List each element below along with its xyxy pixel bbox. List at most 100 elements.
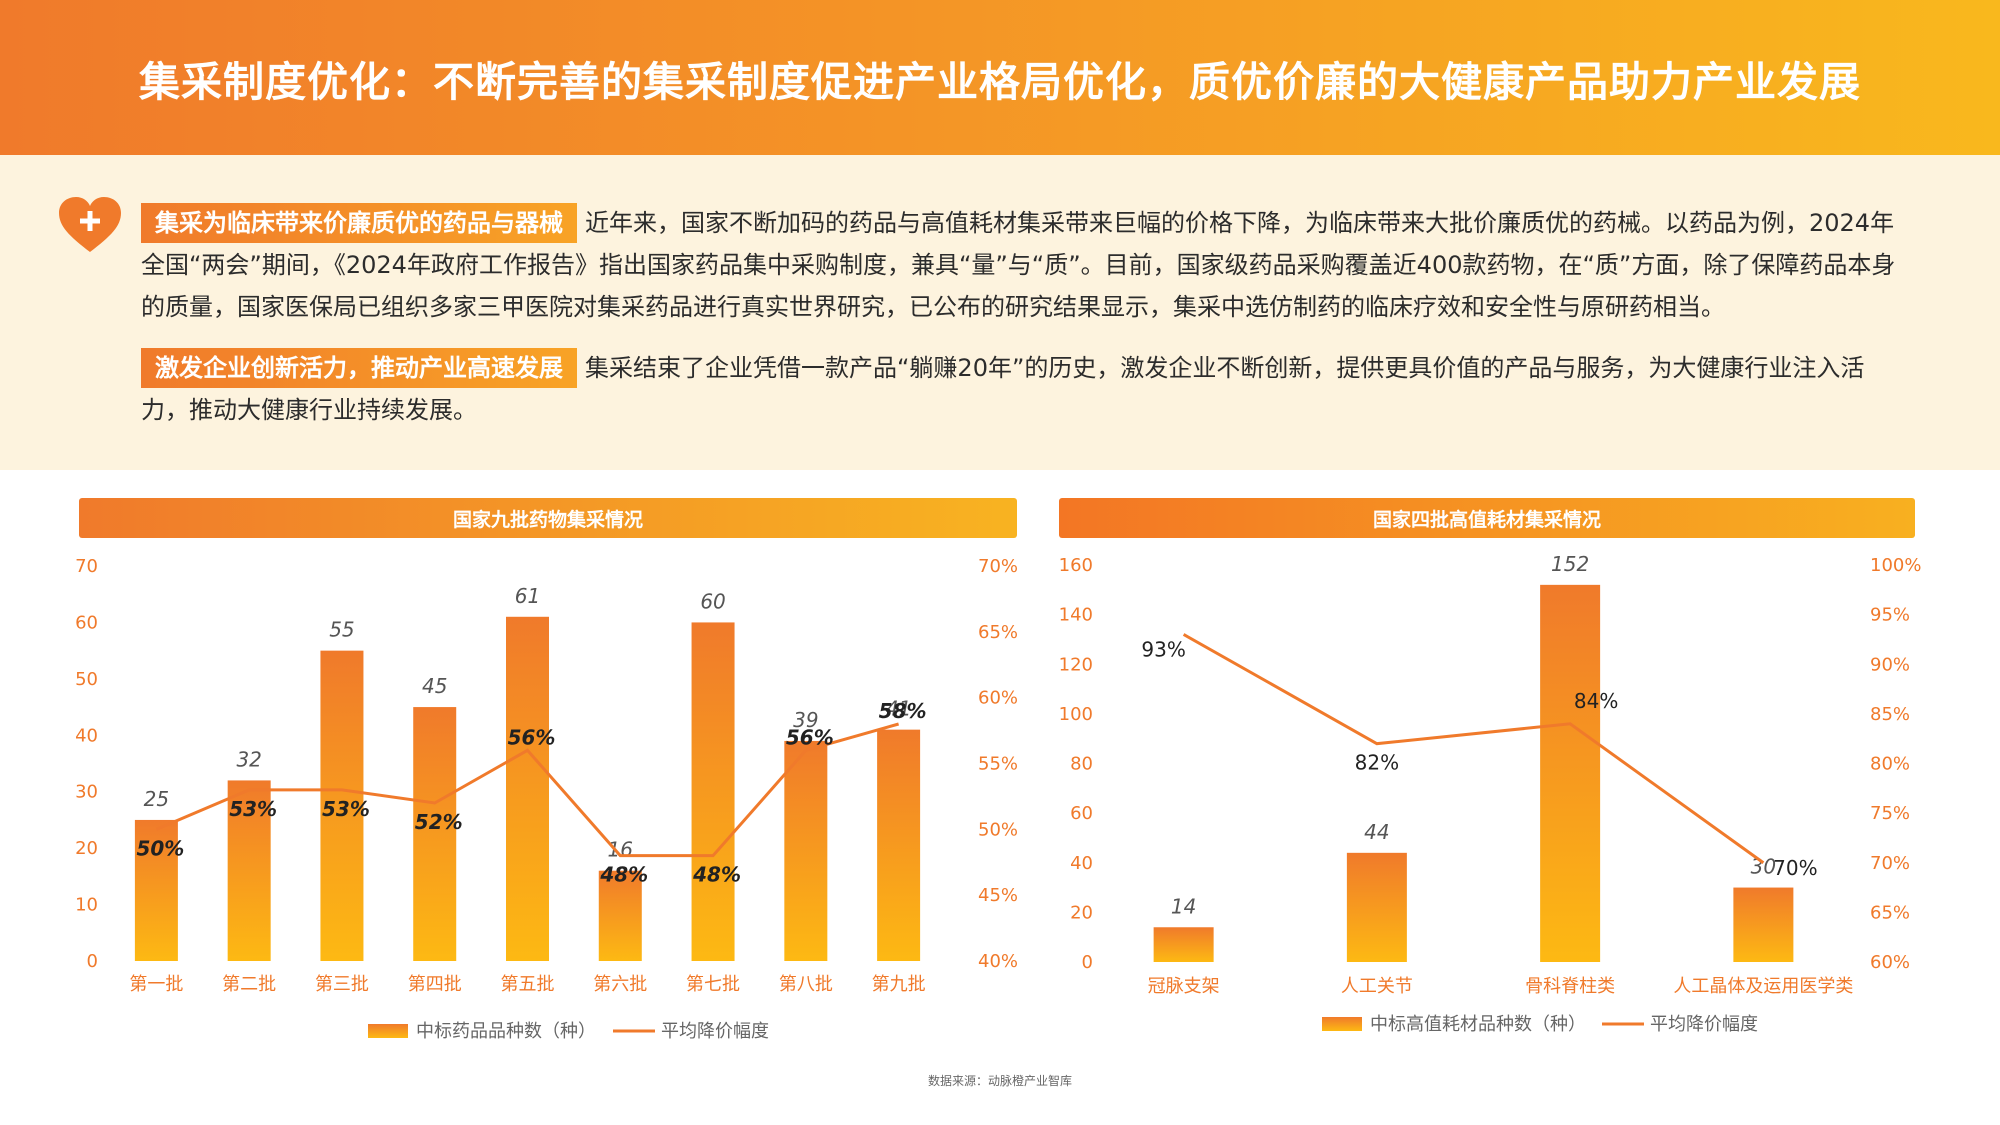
line-value-label: 56% [786,725,834,749]
bar [506,616,549,961]
category-label: 第六批 [593,974,647,995]
y-tick-label: 80 [1070,754,1093,775]
bar [598,870,642,961]
legend-bar-swatch [1322,1017,1362,1031]
category-label: 第九批 [872,974,926,995]
avg-discount-line [155,722,900,858]
bar-value-label: 41 [886,697,911,721]
y2-tick-label: 70% [1870,853,1910,874]
bar-value-label: 152 [1551,552,1589,576]
bar-value-label: 55 [329,618,354,642]
y-tick-label: 120 [1059,654,1093,675]
y-tick-label: 60 [1070,803,1093,824]
y-tick-label: 60 [75,612,98,633]
bar-value-label: 45 [422,674,447,698]
y-tick-label: 0 [87,951,98,972]
bar-value-label: 16 [608,838,633,862]
intro-text-1: 近年来，国家不断加码的药品与高值耗材集采带来巨幅的价格下降，为临床带来大批价廉质… [141,209,1896,321]
intro-paragraph-2: 激发企业创新活力，推动产业高速发展 集采结束了企业凭借一款产品“躺赚20年”的历史… [141,347,1911,431]
category-label: 骨科脊柱类 [1525,976,1615,997]
y2-tick-label: 85% [1870,704,1910,725]
y2-tick-label: 50% [978,819,1018,840]
line-value-label: 48% [599,863,648,887]
y-tick-label: 10 [75,895,98,916]
y-tick-label: 70 [75,556,98,577]
bar-value-label: 60 [700,589,725,613]
category-label: 第七批 [686,974,740,995]
y-tick-label: 160 [1059,555,1093,576]
bar [1153,927,1214,962]
line-value-label: 50% [136,836,184,860]
bar-value-label: 32 [236,747,261,771]
y-tick-label: 40 [1070,853,1093,874]
legend-line-label: 平均降价幅度 [661,1021,769,1042]
y2-tick-label: 90% [1870,654,1910,675]
chart1-title: 国家九批药物集采情况 [79,498,1017,538]
bar [1540,584,1601,962]
bar [413,707,457,961]
y-tick-label: 140 [1059,605,1093,626]
category-label: 第二批 [222,974,276,995]
line-value-label: 70% [1773,856,1817,880]
y2-tick-label: 40% [978,951,1018,972]
line-value-label: 48% [692,863,741,887]
y2-tick-label: 95% [1870,605,1910,626]
bar-value-label: 14 [1171,894,1196,918]
category-label: 第四批 [408,974,462,995]
bar [320,650,364,961]
bar-value-label: 30 [1751,855,1776,879]
y2-tick-label: 60% [978,688,1018,709]
y-tick-label: 0 [1082,952,1093,973]
bar [784,740,828,961]
y2-tick-label: 70% [978,556,1018,577]
y2-tick-label: 55% [978,754,1018,775]
category-label: 第一批 [129,974,183,995]
line-value-label: 53% [229,797,277,821]
y2-tick-label: 65% [978,622,1018,643]
line-value-label: 52% [415,810,463,834]
intro-tag-1: 集采为临床带来价廉质优的药品与器械 [141,203,577,243]
legend-line-label: 平均降价幅度 [1650,1014,1758,1035]
title-bar: 集采制度优化：不断完善的集采制度促进产业格局优化，质优价廉的大健康产品助力产业发… [0,0,2000,155]
legend-bar-label: 中标药品品种数（种） [416,1021,596,1042]
y-tick-label: 30 [75,782,98,803]
heart-plus-icon [59,197,121,252]
y-tick-label: 20 [1070,902,1093,923]
bar [1733,887,1794,962]
y-tick-label: 50 [75,669,98,690]
line-value-label: 82% [1355,751,1399,775]
bar-value-label: 44 [1364,820,1389,844]
category-label: 人工关节 [1341,976,1413,997]
bar [877,729,921,961]
intro-text-2: 集采结束了企业凭借一款产品“躺赚20年”的历史，激发企业不断创新，提供更具价值的… [141,354,1865,424]
y-tick-label: 100 [1059,704,1093,725]
y2-tick-label: 80% [1870,754,1910,775]
bar-value-label: 39 [793,708,818,732]
bar [227,780,271,961]
y2-tick-label: 45% [978,885,1018,906]
category-label: 第三批 [315,974,369,995]
bar [134,819,178,961]
category-label: 第八批 [779,974,833,995]
line-value-label: 56% [508,725,556,749]
category-label: 第五批 [501,974,555,995]
line-value-label: 53% [322,797,370,821]
intro-tag-2: 激发企业创新活力，推动产业高速发展 [141,348,577,388]
y2-tick-label: 100% [1870,555,1921,576]
category-label: 人工晶体及运用医学类 [1673,976,1853,997]
bar-value-label: 61 [515,584,540,608]
line-value-label: 84% [1574,689,1618,713]
bar [691,622,735,961]
page-title: 集采制度优化：不断完善的集采制度促进产业格局优化，质优价廉的大健康产品助力产业发… [139,57,1861,106]
legend-bar-swatch [368,1024,408,1038]
line-value-label: 93% [1141,637,1185,661]
avg-discount-line [1182,633,1765,864]
chart-drugs: 0 10 20 30 40 50 60 70 40% 45% 50% 55% 60% 65% 70% 25 32… [75,556,1018,1042]
line-value-label: 58% [879,699,927,723]
y-tick-label: 20 [75,838,98,859]
legend-bar-label: 中标高值耗材品种数（种） [1370,1014,1586,1035]
y2-tick-label: 65% [1870,902,1910,923]
bar [1346,852,1407,962]
y-tick-label: 40 [75,725,98,746]
